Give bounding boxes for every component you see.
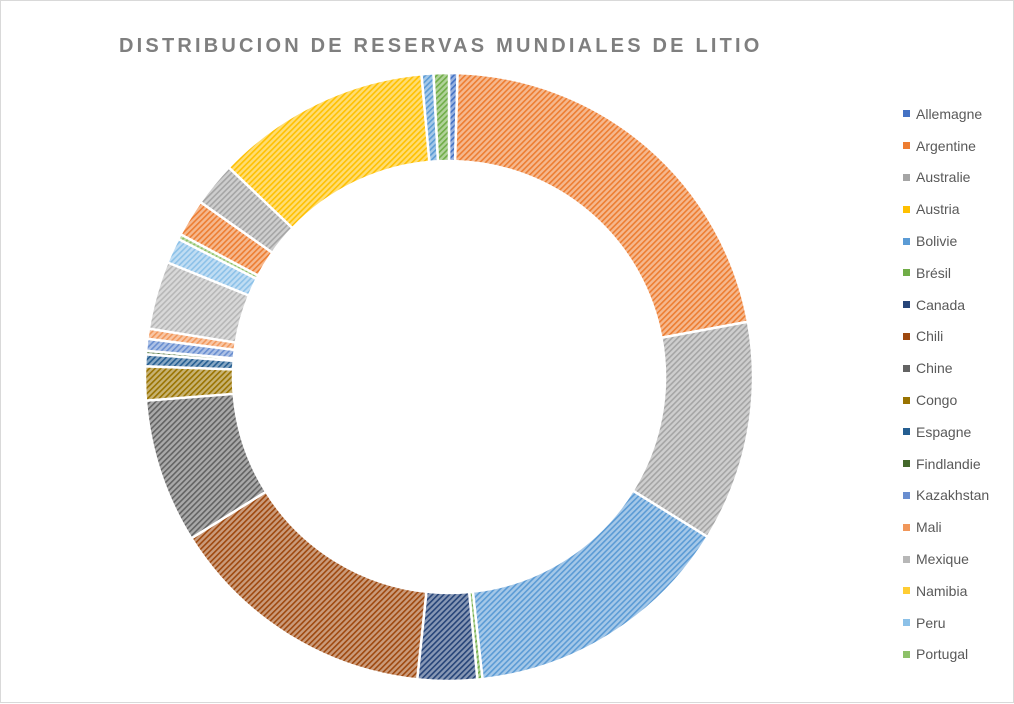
legend-label: Argentine bbox=[916, 137, 976, 154]
legend-swatch bbox=[903, 110, 910, 118]
legend-label: Portugal bbox=[916, 646, 969, 663]
legend-item: Allemagne bbox=[903, 98, 1011, 130]
legend-label: Findlandie bbox=[916, 455, 981, 472]
chart-title: DISTRIBUCION DE RESERVAS MUNDIALES DE LI… bbox=[119, 35, 763, 57]
legend-swatch bbox=[903, 491, 910, 499]
legend-label: Chine bbox=[916, 360, 953, 377]
legend-label: Mali bbox=[916, 519, 942, 536]
legend-item: Findlandie bbox=[903, 448, 1011, 480]
legend-swatch bbox=[903, 650, 910, 658]
legend-swatch bbox=[903, 428, 910, 436]
legend-label: Namibia bbox=[916, 582, 968, 599]
legend-item: Argentine bbox=[903, 130, 1011, 162]
legend-label: Congo bbox=[916, 392, 958, 409]
donut-slice-argentine[interactable] bbox=[453, 71, 750, 340]
legend-item: Congo bbox=[903, 384, 1011, 416]
legend-item: Bolivie bbox=[903, 225, 1011, 257]
legend-item: Portugal bbox=[903, 639, 1011, 671]
chart-legend: Allemagne Argentine Australie Austria Bolivi… bbox=[903, 98, 1011, 670]
legend-swatch bbox=[903, 364, 910, 372]
legend-label: Chili bbox=[916, 328, 944, 345]
legend-item: Canada bbox=[903, 289, 1011, 321]
legend-item: Mali bbox=[903, 511, 1011, 543]
legend-swatch bbox=[903, 523, 910, 531]
legend-item: Chine bbox=[903, 352, 1011, 384]
legend-label: Canada bbox=[916, 296, 966, 313]
legend-item: Chili bbox=[903, 321, 1011, 353]
legend-item: Brésil bbox=[903, 257, 1011, 289]
legend-label: Bolivie bbox=[916, 233, 958, 250]
donut-slice-congo[interactable] bbox=[143, 364, 235, 403]
legend-swatch bbox=[903, 205, 910, 213]
legend-swatch bbox=[903, 301, 910, 309]
legend-item: Mexique bbox=[903, 543, 1011, 575]
legend-swatch bbox=[903, 237, 910, 245]
legend-item: Austria bbox=[903, 193, 1011, 225]
legend-label: Brésil bbox=[916, 264, 952, 281]
legend-swatch bbox=[903, 460, 910, 468]
legend-label: Espagne bbox=[916, 423, 972, 440]
donut-slice-chili[interactable] bbox=[189, 489, 428, 681]
legend-swatch bbox=[903, 396, 910, 404]
donut-slice-bolivie[interactable] bbox=[471, 488, 710, 681]
legend-swatch bbox=[903, 269, 910, 277]
donut-slice-extra-22[interactable] bbox=[432, 71, 451, 163]
legend-label: Australie bbox=[916, 169, 971, 186]
legend-swatch bbox=[903, 619, 910, 627]
legend-item: Kazakhstan bbox=[903, 480, 1011, 512]
legend-swatch bbox=[903, 587, 910, 595]
legend-item: Australie bbox=[903, 162, 1011, 194]
legend-item: Peru bbox=[903, 607, 1011, 639]
legend-item: Namibia bbox=[903, 575, 1011, 607]
legend-label: Austria bbox=[916, 201, 960, 218]
legend-swatch bbox=[903, 332, 910, 340]
legend-item: Espagne bbox=[903, 416, 1011, 448]
legend-swatch bbox=[903, 142, 910, 150]
legend-swatch bbox=[903, 173, 910, 181]
legend-label: Allemagne bbox=[916, 105, 983, 122]
legend-label: Peru bbox=[916, 614, 946, 631]
legend-swatch bbox=[903, 555, 910, 563]
legend-label: Kazakhstan bbox=[916, 487, 990, 504]
legend-label: Mexique bbox=[916, 551, 969, 568]
